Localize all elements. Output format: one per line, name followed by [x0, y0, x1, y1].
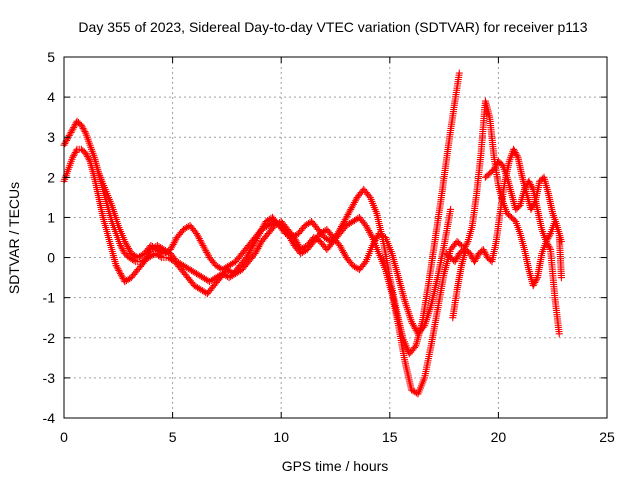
- y-tick-label: 5: [47, 49, 55, 65]
- x-tick-label: 5: [169, 429, 177, 445]
- y-tick-label: -1: [43, 290, 56, 306]
- chart-title: Day 355 of 2023, Sidereal Day-to-day VTE…: [78, 19, 587, 35]
- data-point-markers: [60, 69, 463, 358]
- y-tick-label: -3: [43, 370, 56, 386]
- data-point-markers: [95, 169, 455, 338]
- x-tick-label: 10: [273, 429, 289, 445]
- y-tick-label: 1: [47, 209, 55, 225]
- data-series-6: [481, 157, 565, 282]
- y-tick-label: -4: [43, 410, 56, 426]
- x-axis-label: GPS time / hours: [282, 458, 389, 474]
- y-axis-label: SDTVAR / TECUs: [6, 182, 22, 294]
- data-series-3: [95, 169, 455, 338]
- x-tick-label: 15: [382, 429, 398, 445]
- x-tick-label: 0: [60, 429, 68, 445]
- x-tick-label: 25: [599, 429, 615, 445]
- data-series-2: [60, 145, 465, 398]
- y-tick-label: 0: [47, 250, 55, 266]
- x-tick-label: 20: [491, 429, 507, 445]
- data-point-markers: [60, 145, 465, 398]
- y-tick-label: 2: [47, 169, 55, 185]
- data-series-1: [60, 69, 463, 358]
- y-tick-label: 3: [47, 129, 55, 145]
- grid-lines: [64, 57, 607, 418]
- y-tick-label: -2: [43, 330, 56, 346]
- y-tick-label: 4: [47, 89, 55, 105]
- axis-ticks: 0 5 10 15 20 25 -4 -3 -2 -1 0 1 2 3 4 5: [43, 49, 615, 445]
- data-series-4: [442, 97, 563, 338]
- plot-frame: [63, 56, 608, 419]
- data-point-markers: [481, 157, 565, 282]
- data-markers: [60, 69, 565, 398]
- data-point-markers: [442, 97, 563, 338]
